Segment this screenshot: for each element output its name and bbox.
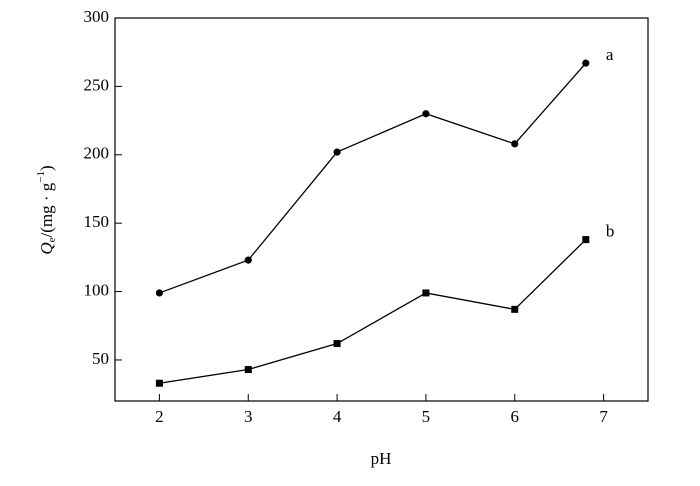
x-tick-label: 4: [333, 407, 342, 426]
y-tick-label: 200: [84, 144, 110, 163]
y-label-unit: /(mg · g: [37, 182, 56, 237]
series-label: a: [606, 45, 614, 64]
x-axis-label: pH: [371, 449, 392, 468]
x-tick-label: 6: [511, 407, 520, 426]
y-tick-label: 50: [92, 349, 109, 368]
y-label-subscript: e: [46, 237, 58, 242]
marker: [333, 148, 341, 156]
marker: [422, 110, 430, 118]
marker: [422, 289, 430, 297]
x-tick-label: 7: [599, 407, 608, 426]
y-tick-label: 300: [84, 7, 110, 26]
y-tick-label: 100: [84, 280, 110, 299]
marker: [333, 340, 341, 348]
plot-frame: [114, 17, 649, 402]
y-label-close: ): [37, 165, 56, 171]
marker: [155, 379, 163, 387]
marker: [582, 59, 590, 67]
y-axis-label: Qe/(mg · g−1): [35, 165, 58, 254]
marker: [582, 236, 590, 244]
marker: [244, 366, 252, 374]
y-label-superscript: −1: [35, 171, 47, 183]
series-label: b: [606, 221, 615, 240]
y-tick-label: 150: [84, 212, 110, 231]
marker: [155, 289, 164, 297]
x-tick-label: 3: [244, 407, 253, 426]
y-tick-label: 250: [84, 75, 110, 94]
marker: [244, 256, 252, 264]
marker: [511, 305, 519, 313]
marker: [511, 140, 519, 148]
y-label-symbol: Q: [37, 242, 56, 254]
x-tick-label: 5: [422, 407, 431, 426]
series-line: [159, 239, 587, 384]
series-line: [159, 62, 587, 294]
x-tick-label: 2: [155, 407, 164, 426]
